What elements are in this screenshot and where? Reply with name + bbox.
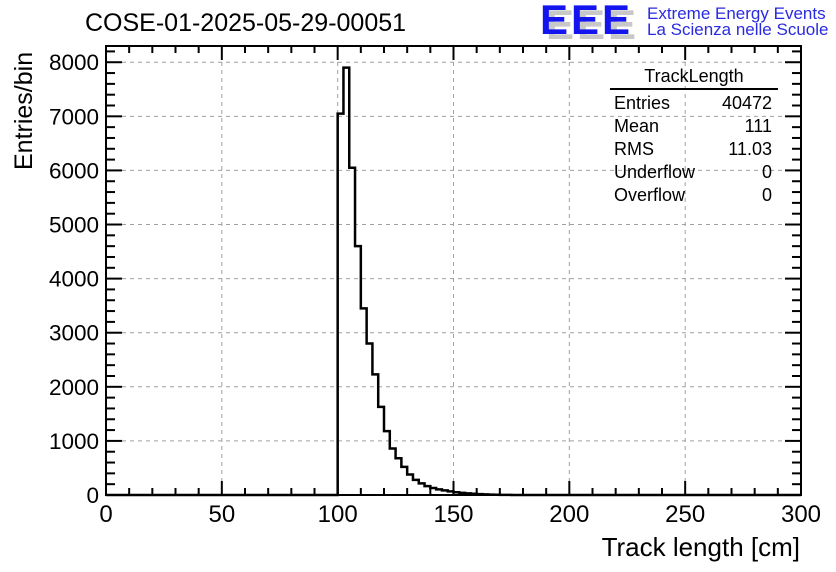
stats-row-label: Overflow bbox=[614, 185, 686, 205]
stats-row-value: 111 bbox=[744, 116, 772, 136]
y-tick-labels: 0 1000 2000 3000 4000 5000 6000 7000 8000 bbox=[49, 50, 99, 508]
x-tick-label: 200 bbox=[549, 501, 589, 528]
stats-box-title: TrackLength bbox=[610, 62, 778, 90]
stats-row-value: 0 bbox=[761, 185, 772, 205]
stats-row: Mean 111 bbox=[610, 115, 778, 138]
x-tick-label: 50 bbox=[208, 501, 235, 528]
x-tick-label: 100 bbox=[318, 501, 358, 528]
y-tick-label: 4000 bbox=[49, 267, 99, 292]
y-tick-label: 7000 bbox=[49, 104, 99, 129]
stats-row-value: 40472 bbox=[721, 93, 772, 113]
stats-row-value: 11.03 bbox=[728, 139, 772, 159]
x-tick-labels: 0 50 100 150 200 250 300 bbox=[99, 501, 821, 528]
stats-row: Overflow 0 bbox=[610, 184, 778, 207]
y-tick-label: 1000 bbox=[49, 429, 99, 454]
eee-logo-letters: EEE bbox=[540, 0, 634, 43]
eee-logo-line2: La Scienza nelle Scuole bbox=[647, 20, 829, 39]
y-tick-label: 8000 bbox=[49, 50, 99, 75]
stats-row: Entries 40472 bbox=[610, 92, 778, 115]
y-tick-label: 5000 bbox=[49, 213, 99, 238]
eee-logo-line1: Extreme Energy Events bbox=[647, 4, 826, 23]
y-tick-label: 0 bbox=[86, 483, 99, 508]
x-tick-label: 250 bbox=[665, 501, 705, 528]
stats-row-label: Entries bbox=[614, 93, 671, 113]
x-tick-label: 300 bbox=[781, 501, 821, 528]
plot-title: COSE-01-2025-05-29-00051 bbox=[85, 9, 407, 37]
stats-box-rows: Entries 40472 Mean 111 RMS 11.03 Underflow 0 Ove… bbox=[610, 92, 778, 207]
x-axis-title: Track length [cm] bbox=[602, 532, 800, 562]
stats-row-value: 0 bbox=[761, 162, 772, 182]
stats-row-label: Underflow bbox=[614, 162, 696, 182]
y-tick-label: 3000 bbox=[49, 321, 99, 346]
axis-ticks bbox=[105, 46, 802, 496]
eee-logo-text: Extreme Energy Events La Scienza nelle S… bbox=[647, 4, 829, 39]
stats-box: TrackLength Entries 40472 Mean 111 RMS 11.03 U… bbox=[610, 62, 778, 207]
y-tick-label: 6000 bbox=[49, 158, 99, 183]
stats-row-label: Mean bbox=[614, 116, 660, 136]
y-tick-label: 2000 bbox=[49, 375, 99, 400]
x-tick-label: 150 bbox=[433, 501, 473, 528]
stats-row: RMS 11.03 bbox=[610, 138, 778, 161]
stats-row: Underflow 0 bbox=[610, 161, 778, 184]
x-tick-label: 0 bbox=[99, 501, 112, 528]
stats-row-label: RMS bbox=[614, 139, 654, 159]
y-axis-title: Entries/bin bbox=[10, 52, 38, 170]
